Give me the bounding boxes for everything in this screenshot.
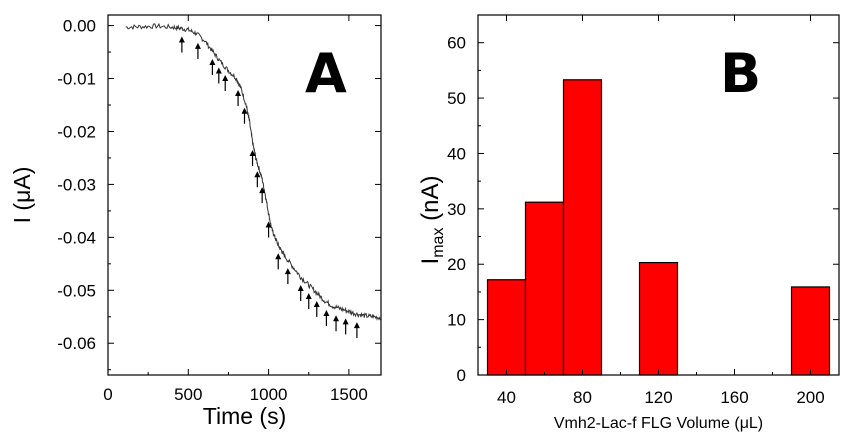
bar	[790, 286, 831, 376]
injection-arrow	[275, 253, 282, 270]
panel-b-x-tick-label: 120	[644, 388, 672, 407]
panel-a-x-tick-label: 1500	[330, 385, 368, 404]
panel-b-y-axis-label-main: I	[417, 258, 444, 265]
panel-a-y-axis-label: I (μA)	[9, 167, 35, 224]
bar	[638, 261, 679, 376]
panel-b-x-tick-label: 80	[573, 388, 592, 407]
injection-arrow	[209, 59, 216, 75]
injection-arrow	[333, 315, 340, 332]
panel-b-y-axis-label: Imax (nA)	[417, 176, 447, 265]
panel-b-y-axis-label-unit: (nA)	[417, 176, 444, 228]
panel-a-injection-arrows	[178, 36, 360, 339]
panel-a-x-tick-label: 500	[174, 385, 202, 404]
injection-arrow	[254, 171, 261, 188]
panel-a-y-tick-label: -0.03	[57, 175, 96, 194]
panel-a-y-tick-label: -0.05	[57, 281, 96, 300]
injection-arrow	[265, 221, 272, 238]
injection-arrow	[297, 285, 304, 302]
injection-arrow	[215, 67, 222, 84]
panel-b-x-axis-label: Vmh2-Lac-f FLG Volume (μL)	[554, 415, 763, 432]
injection-arrow	[249, 150, 256, 167]
injection-arrow	[323, 309, 330, 326]
injection-arrow	[284, 268, 291, 285]
panel-b-y-tick-label: 20	[447, 255, 466, 274]
panel-b-label: B	[720, 42, 761, 105]
panel-a-x-axis-label: Time (s)	[203, 403, 286, 429]
panel-a-x-tick-label: 0	[103, 385, 112, 404]
panel-b-x-tick-label: 40	[497, 388, 516, 407]
injection-arrow	[342, 318, 349, 335]
panel-b-y-tick-label: 0	[457, 366, 466, 385]
injection-arrow	[259, 187, 266, 204]
injection-arrow	[241, 107, 248, 124]
panel-a-current-trace	[125, 22, 382, 321]
panel-b-x-tick-label: 200	[796, 388, 824, 407]
panel-a-y-tick-label: -0.02	[57, 122, 96, 141]
injection-arrow	[194, 42, 201, 59]
panel-a-label: A	[305, 42, 347, 105]
injection-arrow	[313, 300, 320, 317]
panel-a-y-tick-label: -0.04	[57, 228, 96, 247]
bar	[562, 79, 603, 376]
bar	[486, 279, 527, 376]
panel-a-x-tick-label: 1000	[250, 385, 288, 404]
panel-a-chart: 0 500 1000 1500 0.00 -0.01 -0.02 -0.03 -0.04 -0.0…	[9, 14, 382, 429]
panel-b-bars	[486, 79, 831, 376]
panel-b-y-tick-label: 40	[447, 144, 466, 163]
panel-b-chart: 40 80 120 160 200 0 10 20 30 40 50 60 B Vmh2-Lac-f …	[417, 14, 840, 432]
bar	[524, 201, 565, 376]
injection-arrow	[353, 322, 360, 339]
injection-arrow	[178, 36, 185, 53]
injection-arrow	[222, 74, 229, 91]
panel-b-y-tick-label: 50	[447, 89, 466, 108]
panel-b-y-tick-label: 30	[447, 200, 466, 219]
panel-a-y-tick-label: -0.01	[57, 70, 96, 89]
injection-arrow	[235, 90, 242, 107]
panel-b-x-tick-label: 160	[720, 388, 748, 407]
panel-b-y-tick-label: 60	[447, 34, 466, 53]
panel-b-axis-ticks: 40 80 120 160 200 0 10 20 30 40 50 60	[447, 15, 839, 407]
injection-arrow	[305, 293, 312, 309]
panel-a-plot-frame	[107, 14, 382, 376]
panel-a-y-tick-label: 0.00	[63, 17, 96, 36]
panel-a-y-tick-label: -0.06	[57, 334, 96, 353]
panel-b-y-axis-label-subscript: max	[430, 228, 447, 258]
panel-a-axis-ticks: 0 500 1000 1500 0.00 -0.01 -0.02 -0.03 -0.04 -0.0…	[57, 15, 381, 404]
panel-b-y-tick-label: 10	[447, 311, 466, 330]
